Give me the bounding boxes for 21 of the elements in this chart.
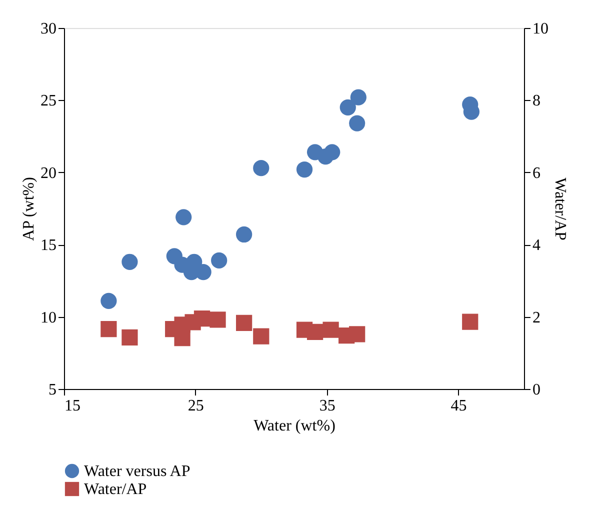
y-tick-label: 15 [40, 237, 56, 254]
y-tick-label: 25 [40, 92, 56, 110]
y2-tick-label: 8 [532, 92, 540, 110]
legend-label: Water/AP [84, 481, 147, 498]
legend-label: Water versus AP [84, 463, 190, 480]
y2-axis-title: Water/AP [552, 178, 568, 240]
x-tick-label: 25 [188, 398, 204, 414]
y2-tick-label: 2 [532, 309, 540, 326]
y2-tick-label: 0 [532, 382, 540, 398]
x-axis-title: Water (wt%) [254, 418, 336, 434]
x-tick-label: 35 [319, 398, 336, 414]
x-tick-label: 15 [64, 398, 80, 414]
y2-tick-label: 6 [532, 164, 540, 182]
x-tick-label: 45 [450, 398, 467, 414]
y-tick-label: 30 [40, 20, 56, 38]
y-tick-label: 5 [48, 382, 56, 398]
y-axis-title: AP (wt%) [20, 177, 38, 241]
y-tick-label: 20 [40, 164, 56, 182]
y-tick-label: 10 [40, 309, 56, 326]
y2-tick-label: 4 [532, 237, 540, 254]
y2-tick-label: 10 [532, 20, 548, 38]
